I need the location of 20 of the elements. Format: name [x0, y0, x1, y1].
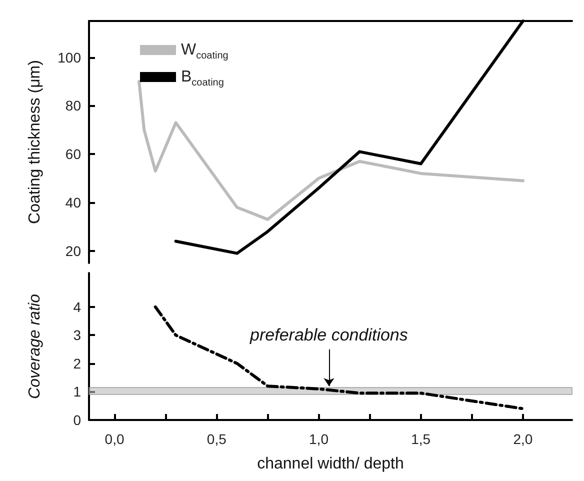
x-tick-label: 2,0 [513, 431, 533, 447]
x-tick-label: 1,0 [309, 431, 329, 447]
x-tick-label: 0,5 [206, 431, 227, 447]
y-tick-label: 80 [65, 98, 82, 114]
y-axis-title: Coating thickness (μm) [26, 60, 44, 224]
annotation: preferable conditions [249, 325, 408, 344]
y-tick-label: 60 [65, 146, 82, 162]
y-tick-label: 20 [65, 242, 82, 259]
y-tick-label: 3 [73, 327, 82, 344]
x-axis-title: channel width/ depth [257, 456, 404, 472]
y-tick-label: 2 [73, 355, 82, 372]
y-tick-label: 40 [65, 194, 82, 210]
y-tick-label: 4 [73, 298, 82, 315]
y-tick-label: 1 [73, 384, 82, 400]
y-tick-label: 0 [73, 412, 82, 428]
x-tick-label: 0,0 [104, 431, 124, 447]
line-series [154, 305, 524, 410]
y-tick-label: 100 [58, 49, 82, 66]
y-axis-title: Coverage ratio [26, 294, 44, 399]
x-tick-label: 1,5 [411, 431, 431, 447]
